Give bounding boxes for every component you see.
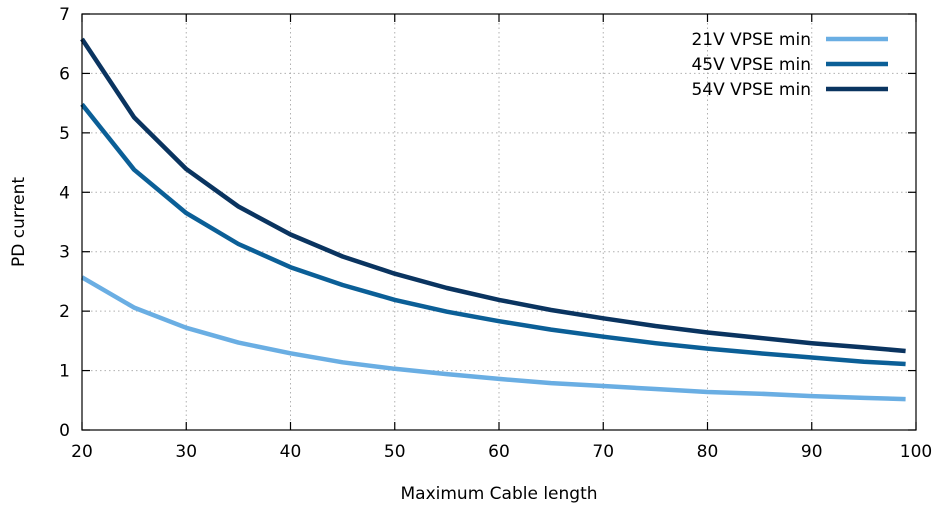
- legend: 21V VPSE min 45V VPSE min 54V VPSE min: [691, 30, 888, 100]
- grid-lines: [82, 14, 916, 430]
- y-axis-label: PD current: [9, 177, 29, 267]
- series-line-1: [80, 275, 906, 402]
- y-tick-label: 4: [59, 183, 70, 203]
- y-tick-labels: 0 1 2 3 4 5 6 7: [59, 5, 70, 441]
- x-tick-labels: 20 30 40 50 60 70 80 90 100: [71, 442, 932, 462]
- x-tick-label: 20: [71, 442, 93, 462]
- series-line-2: [80, 102, 906, 367]
- y-tick-label: 3: [59, 243, 70, 263]
- legend-label: 54V VPSE min: [691, 80, 811, 100]
- x-tick-label: 90: [801, 442, 823, 462]
- x-tick-label: 80: [697, 442, 719, 462]
- x-tick-label: 30: [175, 442, 197, 462]
- y-tick-label: 5: [59, 124, 70, 144]
- x-tick-label: 60: [488, 442, 510, 462]
- x-axis-label: Maximum Cable length: [400, 484, 597, 504]
- y-tick-label: 2: [59, 302, 70, 322]
- axis-ticks: [81, 13, 917, 431]
- x-tick-label: 50: [384, 442, 406, 462]
- legend-label: 45V VPSE min: [691, 55, 811, 75]
- y-tick-label: 1: [59, 362, 70, 382]
- legend-label: 21V VPSE min: [691, 30, 811, 50]
- series-lines: [80, 37, 906, 402]
- x-tick-label: 70: [592, 442, 614, 462]
- x-tick-label: 100: [900, 442, 932, 462]
- y-tick-label: 6: [59, 64, 70, 84]
- y-tick-label: 7: [59, 5, 70, 25]
- series-line-3: [80, 37, 906, 354]
- x-tick-label: 40: [280, 442, 302, 462]
- y-tick-label: 0: [59, 421, 70, 441]
